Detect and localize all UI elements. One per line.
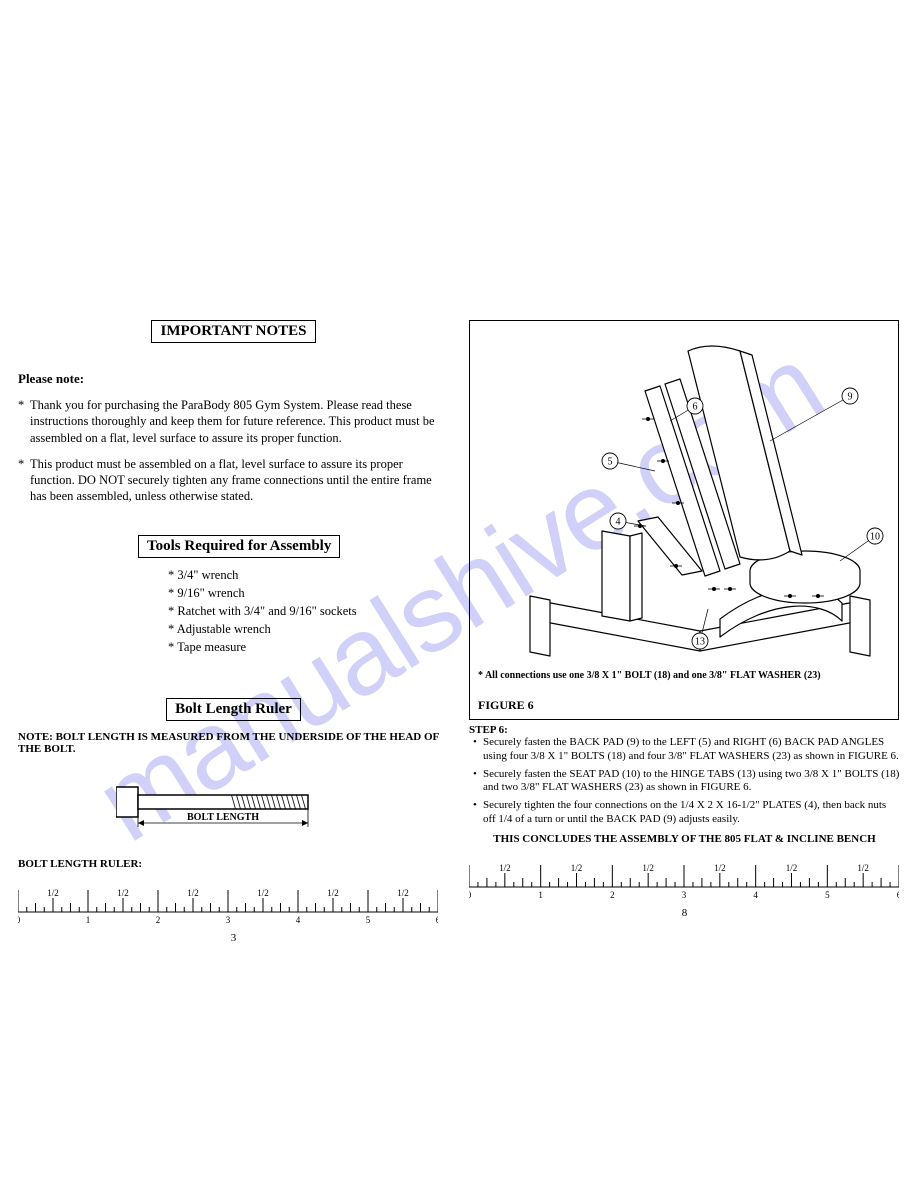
bolt-length-ruler-label: BOLT LENGTH RULER: xyxy=(18,858,449,870)
svg-text:10: 10 xyxy=(870,532,880,543)
tool-item: Ratchet with 3/4" and 9/16" sockets xyxy=(168,602,449,620)
svg-text:4: 4 xyxy=(616,517,621,528)
step-item: Securely fasten the SEAT PAD (10) to the… xyxy=(473,768,900,796)
asterisk-icon: * xyxy=(18,456,30,505)
svg-text:1/2: 1/2 xyxy=(571,863,583,873)
svg-text:1/2: 1/2 xyxy=(714,863,726,873)
figure-label: FIGURE 6 xyxy=(478,698,534,713)
svg-text:1/2: 1/2 xyxy=(327,888,339,898)
bolt-note: NOTE: BOLT LENGTH IS MEASURED FROM THE U… xyxy=(18,731,449,755)
page-number-left: 3 xyxy=(18,932,449,944)
svg-text:0: 0 xyxy=(18,915,21,925)
svg-text:1: 1 xyxy=(86,915,91,925)
svg-text:1/2: 1/2 xyxy=(187,888,199,898)
important-notes-heading: IMPORTANT NOTES xyxy=(151,320,315,343)
svg-text:5: 5 xyxy=(608,457,613,468)
important-notes-heading-wrap: IMPORTANT NOTES xyxy=(18,320,449,343)
note-item: * This product must be assembled on a fl… xyxy=(18,456,449,505)
tools-list: 3/4" wrench 9/16" wrench Ratchet with 3/… xyxy=(168,566,449,657)
svg-text:BOLT LENGTH: BOLT LENGTH xyxy=(187,812,259,823)
svg-text:1/2: 1/2 xyxy=(786,863,798,873)
svg-text:6: 6 xyxy=(897,890,899,900)
svg-text:5: 5 xyxy=(366,915,371,925)
ruler-right: 0 1/2 1 1/2 2 1/2 3 1/2 4 1/2 5 1/2 6 xyxy=(469,853,899,901)
tools-section: Tools Required for Assembly 3/4" wrench … xyxy=(138,535,449,657)
svg-text:9: 9 xyxy=(848,392,853,403)
svg-text:3: 3 xyxy=(682,890,687,900)
svg-text:1/2: 1/2 xyxy=(117,888,129,898)
step-item: Securely fasten the BACK PAD (9) to the … xyxy=(473,736,900,764)
svg-text:4: 4 xyxy=(296,915,301,925)
figure-6-box: 9 6 5 4 10 13 * All connections use one 3/8 X… xyxy=(469,320,899,720)
step-6-heading: STEP 6: xyxy=(469,724,900,736)
note-text: This product must be assembled on a flat… xyxy=(30,456,449,505)
svg-text:1/2: 1/2 xyxy=(47,888,59,898)
asterisk-icon: * xyxy=(18,397,30,446)
step-6-list: Securely fasten the BACK PAD (9) to the … xyxy=(473,736,900,827)
bolt-ruler-section: Bolt Length Ruler NOTE: BOLT LENGTH IS M… xyxy=(18,698,449,944)
page-number-right: 8 xyxy=(469,907,900,919)
svg-text:2: 2 xyxy=(610,890,615,900)
svg-text:0: 0 xyxy=(469,890,472,900)
tool-item: Adjustable wrench xyxy=(168,620,449,638)
bench-diagram: 9 6 5 4 10 13 xyxy=(470,321,900,721)
svg-text:6: 6 xyxy=(436,915,438,925)
svg-text:3: 3 xyxy=(226,915,231,925)
svg-text:4: 4 xyxy=(753,890,758,900)
tool-item: 3/4" wrench xyxy=(168,566,449,584)
svg-text:13: 13 xyxy=(695,637,705,648)
tools-heading: Tools Required for Assembly xyxy=(138,535,340,558)
bolt-ruler-heading: Bolt Length Ruler xyxy=(166,698,301,721)
right-column: 96541013 * All connections use one 3/8 X… xyxy=(469,60,900,944)
svg-text:1/2: 1/2 xyxy=(857,863,869,873)
svg-text:1/2: 1/2 xyxy=(257,888,269,898)
svg-text:1/2: 1/2 xyxy=(499,863,511,873)
ruler-left: 0 1/2 1 1/2 2 1/2 3 1/2 4 1/2 5 1/2 6 xyxy=(18,878,438,926)
svg-text:1/2: 1/2 xyxy=(397,888,409,898)
page-container: IMPORTANT NOTES Please note: * Thank you… xyxy=(0,0,918,964)
please-note-label: Please note: xyxy=(18,371,449,387)
note-item: * Thank you for purchasing the ParaBody … xyxy=(18,397,449,446)
bolt-diagram: BOLT LENGTH xyxy=(116,767,376,837)
left-column: IMPORTANT NOTES Please note: * Thank you… xyxy=(18,60,449,944)
svg-text:1/2: 1/2 xyxy=(642,863,654,873)
note-text: Thank you for purchasing the ParaBody 80… xyxy=(30,397,449,446)
svg-text:6: 6 xyxy=(693,402,698,413)
svg-text:5: 5 xyxy=(825,890,830,900)
svg-text:1: 1 xyxy=(538,890,543,900)
step-item: Securely tighten the four connections on… xyxy=(473,799,900,827)
conclusion-text: THIS CONCLUDES THE ASSEMBLY OF THE 805 F… xyxy=(469,833,900,845)
tool-item: Tape measure xyxy=(168,638,449,656)
tool-item: 9/16" wrench xyxy=(168,584,449,602)
svg-text:2: 2 xyxy=(156,915,161,925)
figure-connections-note: * All connections use one 3/8 X 1" BOLT … xyxy=(478,670,821,681)
